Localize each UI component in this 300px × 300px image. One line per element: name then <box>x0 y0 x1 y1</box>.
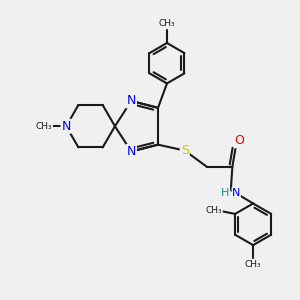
Text: CH₃: CH₃ <box>245 260 261 269</box>
Text: CH₃: CH₃ <box>206 206 222 215</box>
Text: H: H <box>221 188 230 197</box>
Text: S: S <box>181 144 189 157</box>
Text: N: N <box>127 145 136 158</box>
Text: CH₃: CH₃ <box>159 19 175 28</box>
Text: N: N <box>61 120 71 133</box>
Text: N: N <box>232 188 240 197</box>
Text: N: N <box>127 94 136 107</box>
Text: CH₃: CH₃ <box>36 122 52 131</box>
Text: O: O <box>235 134 244 147</box>
